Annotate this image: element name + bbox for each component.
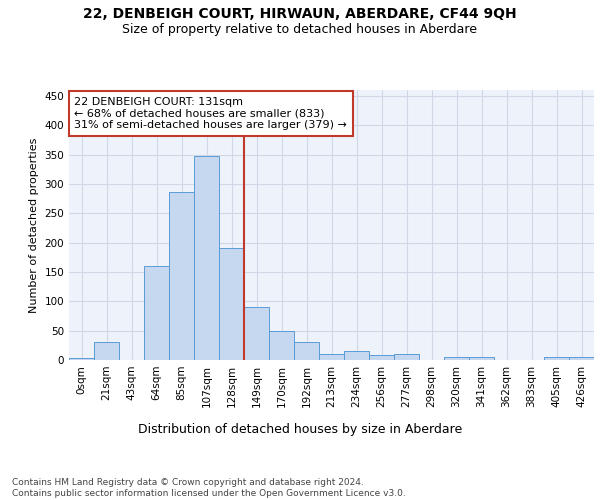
Bar	[544, 357, 569, 360]
Bar	[319, 354, 344, 360]
Bar	[194, 156, 219, 360]
Text: 22 DENBEIGH COURT: 131sqm
← 68% of detached houses are smaller (833)
31% of semi: 22 DENBEIGH COURT: 131sqm ← 68% of detac…	[74, 96, 347, 130]
Text: Distribution of detached houses by size in Aberdare: Distribution of detached houses by size …	[138, 422, 462, 436]
Bar	[244, 306, 269, 360]
Bar	[94, 342, 119, 360]
Bar	[69, 358, 94, 360]
Bar	[169, 192, 194, 360]
Bar	[394, 354, 419, 360]
Bar	[269, 330, 294, 360]
Y-axis label: Number of detached properties: Number of detached properties	[29, 138, 39, 312]
Bar	[569, 357, 594, 360]
Text: Contains HM Land Registry data © Crown copyright and database right 2024.
Contai: Contains HM Land Registry data © Crown c…	[12, 478, 406, 498]
Bar	[369, 354, 394, 360]
Bar	[144, 266, 169, 360]
Bar	[444, 357, 469, 360]
Text: 22, DENBEIGH COURT, HIRWAUN, ABERDARE, CF44 9QH: 22, DENBEIGH COURT, HIRWAUN, ABERDARE, C…	[83, 8, 517, 22]
Bar	[469, 357, 494, 360]
Bar	[219, 248, 244, 360]
Bar	[344, 350, 369, 360]
Text: Size of property relative to detached houses in Aberdare: Size of property relative to detached ho…	[122, 22, 478, 36]
Bar	[294, 342, 319, 360]
